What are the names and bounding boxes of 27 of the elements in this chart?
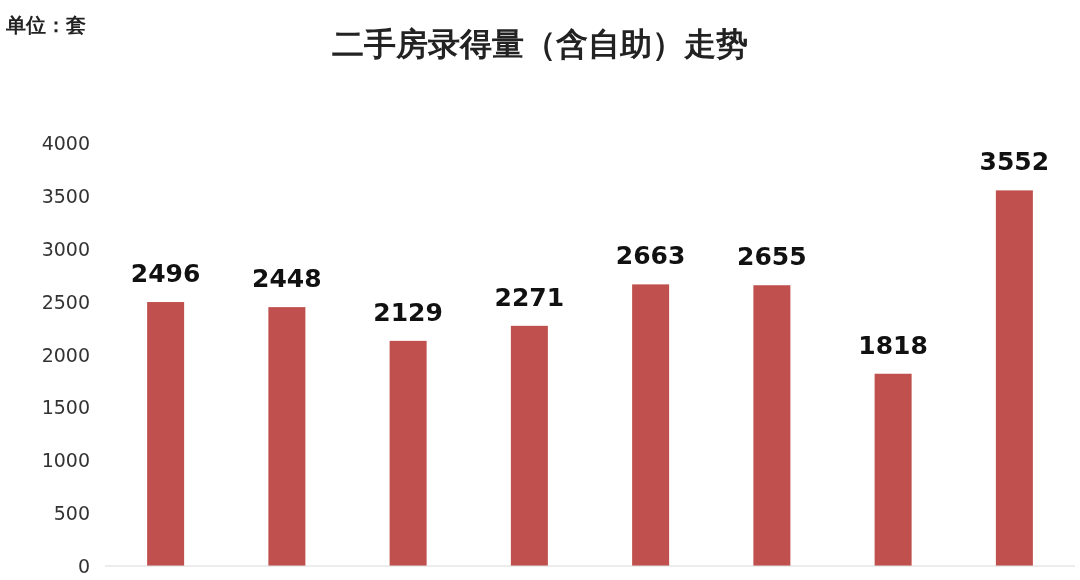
bar — [268, 307, 306, 566]
y-tick-label: 3500 — [41, 184, 90, 207]
y-tick-label: 2000 — [41, 343, 90, 366]
y-tick-label: 3000 — [41, 237, 90, 260]
data-label: 2129 — [373, 297, 443, 327]
bar — [874, 373, 912, 566]
y-tick-label: 1500 — [41, 396, 90, 419]
bar — [389, 340, 427, 566]
bar — [753, 285, 791, 566]
data-label: 2655 — [737, 242, 807, 272]
chart-title: 二手房录得量（含自助）走势 — [332, 25, 748, 63]
y-tick-label: 1000 — [41, 449, 90, 472]
bar — [995, 190, 1033, 566]
bar — [147, 302, 185, 566]
bar — [510, 325, 548, 566]
data-label: 3552 — [979, 147, 1050, 177]
y-tick-label: 500 — [53, 502, 90, 525]
y-tick-label: 4000 — [41, 132, 90, 154]
bar — [632, 284, 670, 566]
y-tick-label: 0 — [77, 555, 90, 577]
text: 单位：套 — [5, 13, 86, 37]
data-label: 2448 — [252, 264, 322, 294]
data-label: 2496 — [130, 259, 201, 289]
data-label: 2663 — [615, 241, 686, 271]
data-label: 2271 — [494, 282, 565, 312]
y-tick-label: 2500 — [41, 290, 90, 313]
data-label: 1818 — [858, 330, 928, 360]
